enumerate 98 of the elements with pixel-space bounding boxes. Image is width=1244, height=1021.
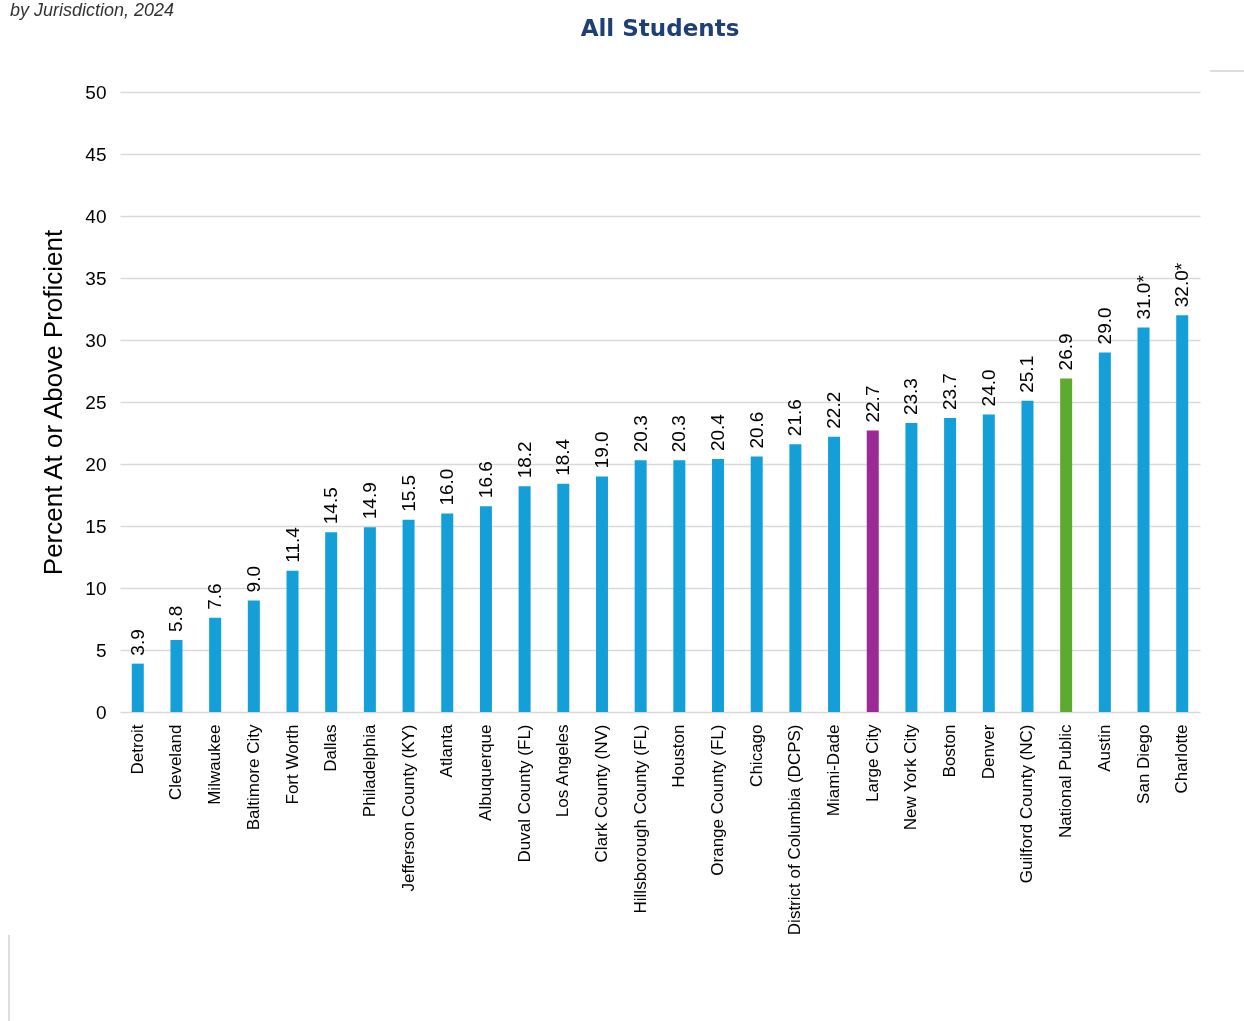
data-label: 3.9	[126, 629, 148, 656]
bar	[982, 414, 995, 712]
y-tick-label: 45	[85, 143, 107, 165]
y-axis-title: Percent At or Above Proficient	[38, 229, 69, 576]
bar	[402, 519, 415, 712]
y-tick-label: 30	[85, 329, 107, 351]
data-label: 25.1	[1016, 355, 1038, 393]
x-tick-label: San Diego	[1133, 724, 1153, 804]
y-tick-label: 35	[85, 267, 107, 289]
bar	[828, 436, 841, 712]
data-label: 32.0*	[1171, 262, 1193, 308]
data-label: 7.6	[204, 583, 226, 610]
x-tick-label: District of Columbia (DCPS)	[785, 724, 805, 936]
bar	[286, 570, 299, 712]
data-label: 24.0	[977, 369, 999, 407]
bar	[634, 460, 647, 712]
data-label: 11.4	[281, 526, 303, 563]
data-label: 20.3	[668, 415, 690, 453]
data-label: 31.0*	[1132, 274, 1154, 320]
x-tick-label: Fort Worth	[282, 724, 302, 805]
data-label: 22.7	[861, 385, 883, 423]
x-tick-label: Milwaukee	[205, 724, 225, 805]
x-tick-label: New York City	[901, 724, 921, 831]
x-tick-label: Duval County (FL)	[514, 724, 534, 863]
bar	[1176, 315, 1189, 712]
bar	[866, 430, 879, 712]
data-label: 15.5	[397, 474, 419, 512]
x-tick-label: Hillsborough County (FL)	[630, 724, 650, 914]
x-tick-label: Dallas	[321, 724, 341, 772]
x-tick-label: Orange County (FL)	[708, 724, 728, 876]
bar	[209, 617, 222, 712]
x-tick-label: Clark County (NV)	[591, 724, 611, 863]
x-tick-label: Los Angeles	[553, 724, 573, 818]
x-tick-label: Baltimore City	[243, 724, 263, 831]
bar	[712, 459, 725, 712]
data-label: 16.6	[474, 461, 496, 499]
bar	[131, 663, 144, 712]
data-label: 20.3	[629, 415, 651, 453]
data-label: 14.5	[320, 487, 342, 525]
x-tick-label: Houston	[669, 724, 689, 788]
bar	[363, 527, 376, 712]
bar	[325, 532, 338, 712]
y-tick-label: 40	[85, 205, 107, 227]
data-label: 20.4	[707, 413, 729, 452]
data-label: 9.0	[242, 565, 264, 593]
data-label: 26.9	[1055, 333, 1077, 371]
chart-subtitle: by Jurisdiction, 2024	[10, 0, 175, 21]
bar	[789, 444, 802, 712]
bar	[673, 460, 686, 712]
bar	[595, 476, 608, 712]
x-tick-label: Boston	[940, 724, 960, 778]
bar	[1137, 327, 1150, 712]
data-label: 14.9	[358, 482, 380, 520]
data-label: 23.3	[900, 378, 922, 416]
bar	[1021, 400, 1034, 712]
x-tick-label: Chicago	[746, 724, 766, 787]
y-tick-label: 15	[85, 515, 107, 537]
bar	[905, 423, 918, 712]
data-label: 21.6	[784, 399, 806, 437]
bar	[1098, 352, 1111, 712]
data-label: 19.0	[590, 431, 612, 469]
y-tick-label: 20	[85, 453, 107, 475]
bar	[750, 456, 763, 712]
y-tick-label: 25	[85, 391, 107, 413]
data-label: 22.2	[823, 391, 845, 429]
chart-title: All Students	[580, 15, 740, 41]
x-tick-label: Jefferson County (KY)	[398, 724, 418, 892]
bar	[944, 418, 957, 712]
x-tick-label: Detroit	[127, 724, 147, 775]
bar	[170, 640, 183, 712]
data-label: 16.0	[436, 468, 458, 506]
x-tick-label: Atlanta	[437, 723, 457, 778]
x-tick-label: National Public	[1056, 724, 1076, 838]
x-tick-label: Philadelphia	[359, 723, 379, 818]
data-label: 18.4	[552, 438, 574, 476]
bar	[479, 506, 492, 712]
bar	[1060, 378, 1073, 712]
y-tick-label: 10	[85, 577, 107, 599]
bar	[441, 513, 454, 712]
x-tick-label: Cleveland	[166, 724, 186, 801]
data-label: 29.0	[1093, 307, 1115, 345]
x-tick-label: Charlotte	[1172, 724, 1192, 794]
data-label: 5.8	[165, 605, 187, 633]
y-tick-label: 50	[85, 81, 107, 103]
x-tick-label: Guilford County (NC)	[1017, 724, 1037, 884]
x-tick-label: Miami-Dade	[824, 724, 844, 817]
x-tick-label: Austin	[1094, 724, 1114, 772]
x-tick-label: Large City	[862, 724, 882, 802]
y-tick-label: 5	[95, 639, 107, 661]
data-label: 23.7	[939, 373, 961, 411]
bar	[247, 600, 260, 712]
data-label: 20.6	[745, 411, 767, 449]
bar	[518, 486, 531, 712]
y-tick-label: 0	[95, 701, 107, 723]
x-tick-label: Albuquerque	[475, 724, 495, 821]
bar	[557, 483, 570, 712]
data-label: 18.2	[513, 441, 535, 479]
x-tick-label: Denver	[978, 724, 998, 780]
